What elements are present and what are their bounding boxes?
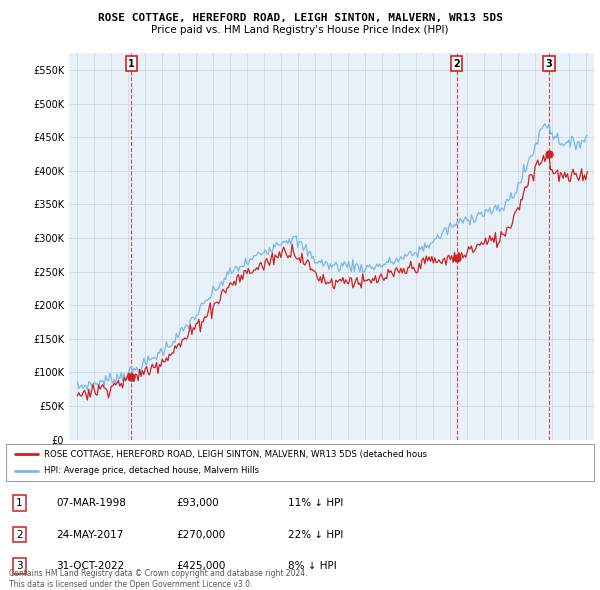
Text: 07-MAR-1998: 07-MAR-1998 [56,498,126,508]
Text: 11% ↓ HPI: 11% ↓ HPI [288,498,344,508]
Text: £93,000: £93,000 [176,498,219,508]
Text: 24-MAY-2017: 24-MAY-2017 [56,530,124,539]
Text: £270,000: £270,000 [176,530,226,539]
Text: 3: 3 [545,59,552,69]
Text: 31-OCT-2022: 31-OCT-2022 [56,561,124,571]
Text: ROSE COTTAGE, HEREFORD ROAD, LEIGH SINTON, MALVERN, WR13 5DS: ROSE COTTAGE, HEREFORD ROAD, LEIGH SINTO… [97,13,503,23]
Text: Contains HM Land Registry data © Crown copyright and database right 2024.
This d: Contains HM Land Registry data © Crown c… [9,569,308,589]
Text: 3: 3 [16,561,23,571]
Text: 2: 2 [453,59,460,69]
Text: 1: 1 [128,59,134,69]
Text: 1: 1 [16,498,23,508]
Text: ROSE COTTAGE, HEREFORD ROAD, LEIGH SINTON, MALVERN, WR13 5DS (detached hous: ROSE COTTAGE, HEREFORD ROAD, LEIGH SINTO… [44,450,427,458]
Text: Price paid vs. HM Land Registry's House Price Index (HPI): Price paid vs. HM Land Registry's House … [151,25,449,35]
Text: 2: 2 [16,530,23,539]
Text: £425,000: £425,000 [176,561,226,571]
Text: 22% ↓ HPI: 22% ↓ HPI [288,530,344,539]
Text: HPI: Average price, detached house, Malvern Hills: HPI: Average price, detached house, Malv… [44,467,259,476]
Text: 8% ↓ HPI: 8% ↓ HPI [288,561,337,571]
